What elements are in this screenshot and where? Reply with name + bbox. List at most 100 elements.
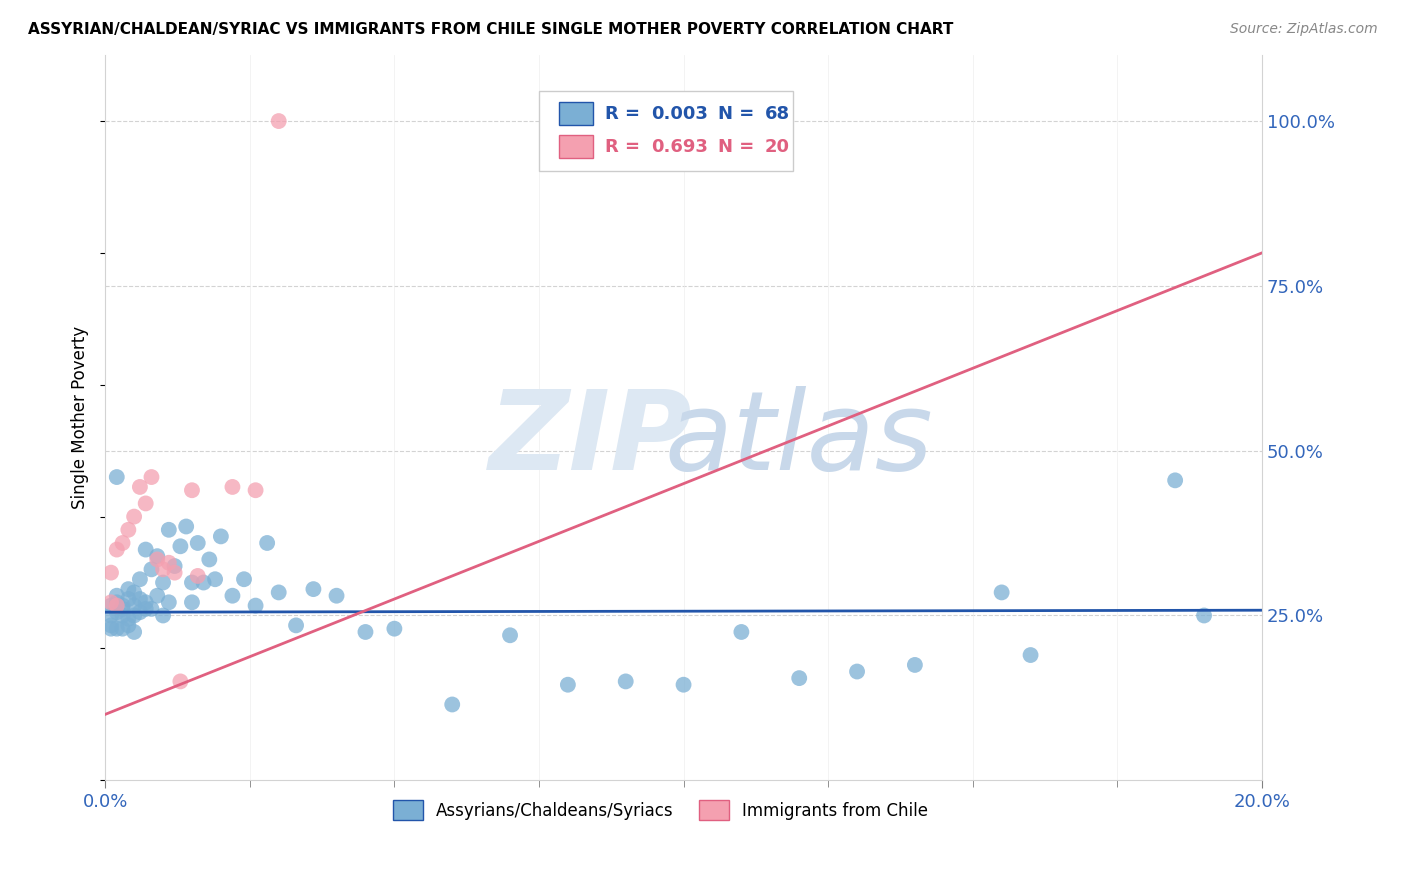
Text: N =: N = [718, 137, 761, 155]
Point [122, 624, 145, 639]
Point [117, 592, 139, 607]
Point [157, 595, 180, 609]
Point [285, 618, 308, 632]
Point [152, 608, 174, 623]
Point [174, 519, 197, 533]
Text: 68: 68 [765, 105, 790, 123]
Y-axis label: Single Mother Poverty: Single Mother Poverty [72, 326, 89, 509]
Point [198, 552, 221, 566]
Point [193, 575, 215, 590]
Point [105, 595, 128, 609]
Point [111, 602, 134, 616]
Point [1164, 474, 1187, 488]
Point [105, 622, 128, 636]
Text: 20: 20 [765, 137, 790, 155]
Point [157, 523, 180, 537]
Text: N =: N = [718, 105, 761, 123]
Point [100, 618, 122, 632]
Point [672, 678, 695, 692]
Point [141, 602, 163, 616]
Point [129, 605, 152, 619]
Point [111, 599, 134, 613]
Point [157, 556, 180, 570]
Point [105, 599, 128, 613]
Point [990, 585, 1012, 599]
Point [129, 592, 152, 607]
Point [105, 470, 128, 484]
Point [846, 665, 869, 679]
Point [141, 470, 163, 484]
Text: atlas: atlas [665, 386, 934, 493]
Text: R =: R = [605, 137, 647, 155]
Point [557, 678, 579, 692]
Point [111, 608, 134, 623]
Point [135, 542, 157, 557]
FancyBboxPatch shape [558, 103, 593, 126]
Point [129, 480, 152, 494]
Text: Source: ZipAtlas.com: Source: ZipAtlas.com [1230, 22, 1378, 37]
Text: R =: R = [605, 105, 647, 123]
Point [105, 589, 128, 603]
Point [100, 599, 122, 613]
Point [245, 483, 267, 498]
Point [181, 595, 204, 609]
Point [100, 595, 122, 609]
Point [256, 536, 278, 550]
Text: 0.693: 0.693 [651, 137, 709, 155]
Point [267, 114, 290, 128]
Point [614, 674, 637, 689]
Point [181, 575, 204, 590]
Point [105, 605, 128, 619]
Point [245, 599, 267, 613]
Point [146, 589, 169, 603]
Point [141, 562, 163, 576]
Point [105, 542, 128, 557]
Point [1019, 648, 1042, 662]
Text: ZIP: ZIP [489, 386, 693, 493]
Point [122, 585, 145, 599]
Point [117, 612, 139, 626]
Point [233, 572, 256, 586]
Point [135, 496, 157, 510]
Point [163, 559, 186, 574]
Point [787, 671, 810, 685]
Point [135, 602, 157, 616]
Point [169, 539, 191, 553]
Point [117, 523, 139, 537]
Point [384, 622, 406, 636]
Point [169, 674, 191, 689]
Point [354, 624, 377, 639]
Point [122, 599, 145, 613]
Point [117, 618, 139, 632]
Legend: Assyrians/Chaldeans/Syriacs, Immigrants from Chile: Assyrians/Chaldeans/Syriacs, Immigrants … [387, 794, 935, 826]
Point [181, 483, 204, 498]
Point [187, 569, 209, 583]
Point [100, 608, 122, 623]
Point [152, 562, 174, 576]
Point [111, 536, 134, 550]
Point [122, 509, 145, 524]
Point [111, 622, 134, 636]
Point [100, 622, 122, 636]
Point [267, 585, 290, 599]
Point [221, 480, 243, 494]
Point [221, 589, 243, 603]
Point [135, 595, 157, 609]
Point [163, 566, 186, 580]
Point [302, 582, 325, 596]
Point [325, 589, 347, 603]
Point [122, 608, 145, 623]
FancyBboxPatch shape [558, 135, 593, 158]
Point [441, 698, 464, 712]
Point [146, 552, 169, 566]
Point [100, 566, 122, 580]
Point [730, 624, 752, 639]
Point [187, 536, 209, 550]
Point [499, 628, 522, 642]
Point [209, 529, 232, 543]
Point [146, 549, 169, 563]
FancyBboxPatch shape [538, 91, 793, 171]
Point [117, 582, 139, 596]
Text: ASSYRIAN/CHALDEAN/SYRIAC VS IMMIGRANTS FROM CHILE SINGLE MOTHER POVERTY CORRELAT: ASSYRIAN/CHALDEAN/SYRIAC VS IMMIGRANTS F… [28, 22, 953, 37]
Point [204, 572, 226, 586]
